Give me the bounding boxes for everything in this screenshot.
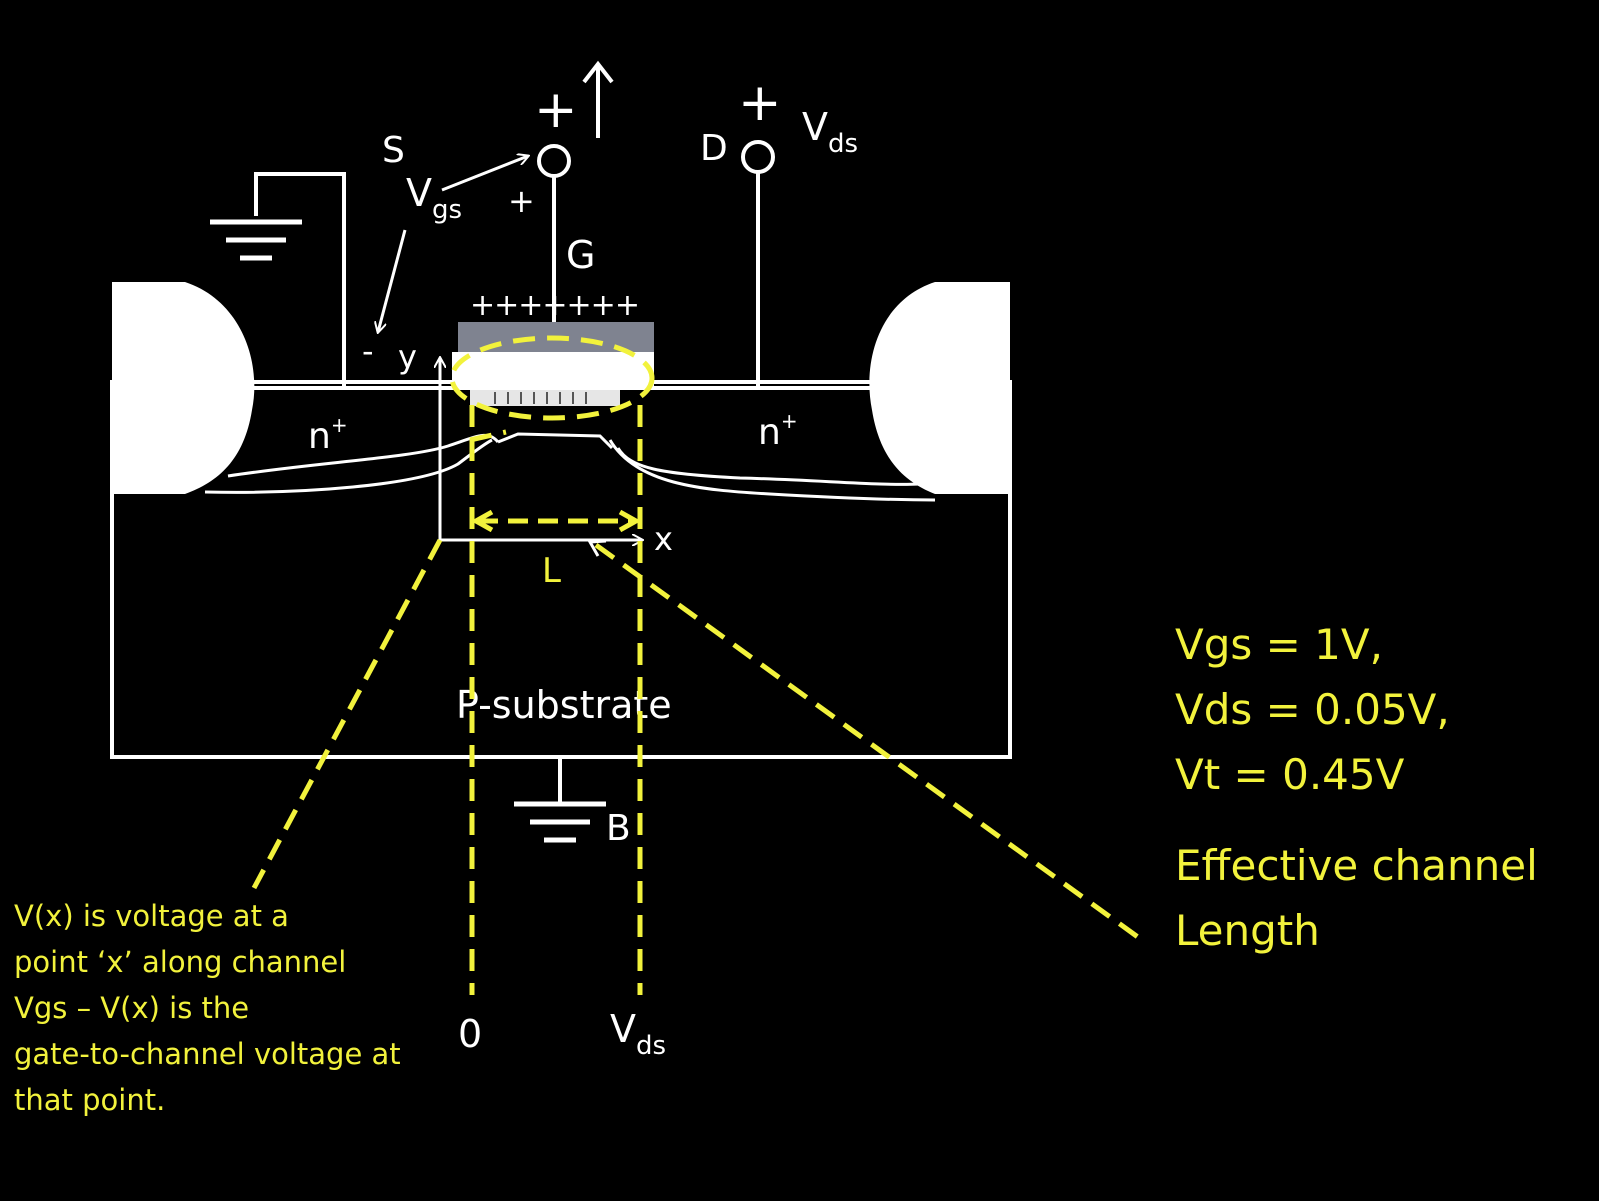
- vds-condition: Vds = 0.05V,: [1175, 685, 1450, 734]
- x-axis-label: x: [654, 520, 673, 558]
- effective-length-pointer-line: [594, 542, 1144, 943]
- bias-conditions: Vgs = 1V, Vds = 0.05V, Vt = 0.45V Effect…: [1175, 612, 1538, 963]
- ground-icon: [210, 219, 302, 261]
- channel-boundary-lines: [469, 405, 643, 995]
- effective-channel-label: Effective channel: [1175, 841, 1538, 890]
- vt-condition: Vt = 0.45V: [1175, 750, 1405, 799]
- source-region-boundary-outer: [204, 438, 493, 494]
- note-line: gate-to-channel voltage at: [14, 1037, 401, 1071]
- note-pointer-line: [251, 538, 443, 890]
- note-line: point ‘x’ along channel: [14, 945, 347, 979]
- vgs-arrow-to-source: [378, 229, 407, 332]
- channel-charge-strip: [470, 388, 620, 406]
- vgs-label: Vgs: [406, 171, 462, 225]
- vgs-minus: -: [362, 332, 374, 370]
- vgs-arrow-to-gate: [441, 156, 528, 192]
- source-wire: [254, 172, 346, 388]
- effective-channel-label-line2: Length: [1175, 906, 1320, 955]
- gate-label: G: [566, 233, 595, 277]
- note-line: Vgs – V(x) is the: [14, 991, 250, 1025]
- vds-label: Vds: [802, 105, 858, 159]
- n-plus-source-label: n+: [308, 413, 348, 457]
- source-label: S: [382, 130, 405, 171]
- substrate-label: P-substrate: [456, 683, 672, 727]
- field-oxide-left: [112, 282, 255, 494]
- drain-plus: +: [738, 73, 782, 133]
- axis-zero-label: 0: [458, 1012, 482, 1056]
- y-axis-label: y: [398, 338, 417, 376]
- length-dimension: [470, 509, 642, 533]
- channel-highlight: [449, 335, 655, 421]
- source-region-boundary: [227, 433, 500, 478]
- note-line: that point.: [14, 1083, 166, 1117]
- n-plus-drain-label: n+: [758, 409, 798, 453]
- gate-terminal: [537, 144, 571, 178]
- axis-vds-label: Vds: [610, 1007, 666, 1061]
- drain-region-boundary: [616, 447, 921, 486]
- gate-oxide: [452, 352, 654, 388]
- drain-region-boundary-outer: [608, 439, 936, 502]
- note-line: V(x) is voltage at a: [14, 899, 289, 933]
- vgs-plus: +: [508, 182, 535, 220]
- length-label: L: [542, 551, 561, 591]
- ground-icon: [514, 801, 606, 843]
- field-oxide-right: [869, 282, 1010, 494]
- vgs-condition: Vgs = 1V,: [1175, 620, 1383, 669]
- inversion-channel: [497, 432, 614, 450]
- voltage-explanation-note: V(x) is voltage at a point ‘x’ along cha…: [14, 893, 401, 1123]
- effective-length-arrowhead: [587, 539, 607, 557]
- gate-plus: +: [534, 80, 578, 140]
- drain-label: D: [700, 128, 728, 169]
- drain-terminal: [741, 140, 775, 174]
- body-label: B: [606, 808, 631, 849]
